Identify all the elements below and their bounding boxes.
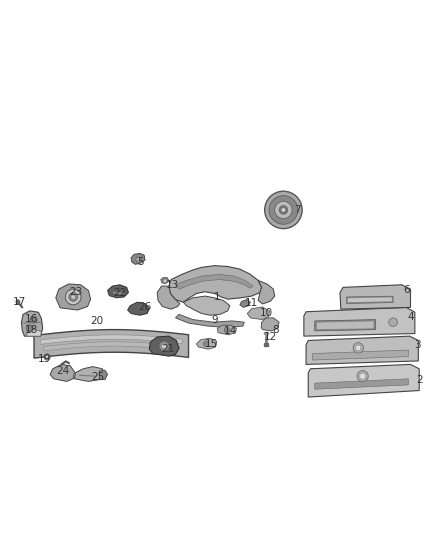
Polygon shape bbox=[348, 297, 392, 302]
Text: 18: 18 bbox=[25, 326, 38, 335]
Circle shape bbox=[279, 206, 288, 214]
Text: 15: 15 bbox=[205, 339, 218, 349]
Polygon shape bbox=[240, 300, 251, 308]
Text: 2: 2 bbox=[416, 375, 423, 385]
Text: 17: 17 bbox=[13, 297, 26, 307]
Circle shape bbox=[69, 293, 78, 301]
Text: 25: 25 bbox=[92, 373, 105, 383]
Bar bbox=[264, 332, 268, 334]
Text: 19: 19 bbox=[38, 354, 52, 364]
Polygon shape bbox=[308, 365, 419, 397]
Text: 14: 14 bbox=[224, 326, 237, 336]
Polygon shape bbox=[108, 285, 128, 298]
Polygon shape bbox=[217, 325, 237, 335]
Text: 24: 24 bbox=[57, 366, 70, 376]
Polygon shape bbox=[184, 296, 230, 315]
Polygon shape bbox=[56, 284, 91, 310]
Polygon shape bbox=[315, 320, 376, 331]
Circle shape bbox=[203, 341, 208, 346]
Circle shape bbox=[71, 295, 75, 298]
Circle shape bbox=[65, 289, 81, 305]
Circle shape bbox=[44, 354, 50, 360]
Circle shape bbox=[275, 201, 292, 219]
Text: 11: 11 bbox=[245, 297, 258, 308]
Polygon shape bbox=[313, 350, 408, 360]
Circle shape bbox=[265, 191, 302, 229]
Polygon shape bbox=[304, 308, 415, 336]
Polygon shape bbox=[131, 254, 145, 264]
Text: 16: 16 bbox=[25, 314, 38, 324]
Polygon shape bbox=[149, 336, 179, 356]
Text: 8: 8 bbox=[272, 325, 279, 335]
Polygon shape bbox=[34, 329, 188, 358]
Polygon shape bbox=[43, 342, 179, 351]
Polygon shape bbox=[50, 365, 74, 382]
Polygon shape bbox=[258, 280, 275, 304]
Polygon shape bbox=[317, 321, 374, 329]
Circle shape bbox=[16, 300, 20, 303]
Polygon shape bbox=[21, 311, 43, 336]
Polygon shape bbox=[127, 302, 149, 315]
Polygon shape bbox=[157, 286, 180, 309]
Text: 10: 10 bbox=[259, 308, 272, 318]
Circle shape bbox=[224, 327, 230, 333]
Polygon shape bbox=[306, 336, 418, 365]
Text: 22: 22 bbox=[113, 288, 127, 298]
Polygon shape bbox=[27, 329, 42, 336]
Circle shape bbox=[357, 370, 368, 382]
Polygon shape bbox=[196, 338, 217, 349]
Text: 26: 26 bbox=[138, 302, 152, 312]
Text: 6: 6 bbox=[403, 286, 410, 295]
Circle shape bbox=[389, 318, 397, 327]
Circle shape bbox=[30, 316, 37, 323]
Circle shape bbox=[136, 257, 141, 262]
Circle shape bbox=[353, 343, 364, 353]
Polygon shape bbox=[169, 265, 261, 302]
Text: 12: 12 bbox=[264, 332, 277, 342]
Polygon shape bbox=[161, 277, 169, 284]
Polygon shape bbox=[346, 296, 393, 303]
Polygon shape bbox=[261, 318, 279, 331]
Circle shape bbox=[360, 373, 366, 379]
Polygon shape bbox=[176, 274, 253, 289]
Text: 13: 13 bbox=[166, 280, 179, 290]
Circle shape bbox=[164, 279, 166, 282]
Text: 23: 23 bbox=[70, 287, 83, 297]
Polygon shape bbox=[74, 367, 105, 382]
Circle shape bbox=[356, 345, 361, 351]
Polygon shape bbox=[40, 335, 182, 344]
Text: 20: 20 bbox=[91, 316, 104, 326]
Polygon shape bbox=[315, 379, 408, 389]
Text: 7: 7 bbox=[294, 205, 300, 215]
Polygon shape bbox=[247, 307, 269, 320]
Text: 4: 4 bbox=[407, 312, 414, 321]
Bar bbox=[264, 343, 268, 346]
Circle shape bbox=[282, 208, 285, 212]
Polygon shape bbox=[99, 370, 108, 379]
Circle shape bbox=[46, 356, 48, 358]
Text: 9: 9 bbox=[212, 314, 218, 325]
Circle shape bbox=[159, 341, 170, 351]
Circle shape bbox=[162, 344, 167, 349]
Polygon shape bbox=[340, 285, 410, 309]
Circle shape bbox=[26, 325, 33, 332]
Text: 3: 3 bbox=[414, 340, 420, 350]
Text: 1: 1 bbox=[213, 292, 220, 302]
Circle shape bbox=[269, 196, 298, 224]
Text: 5: 5 bbox=[138, 257, 144, 267]
Text: 21: 21 bbox=[161, 344, 174, 354]
Polygon shape bbox=[176, 314, 244, 327]
